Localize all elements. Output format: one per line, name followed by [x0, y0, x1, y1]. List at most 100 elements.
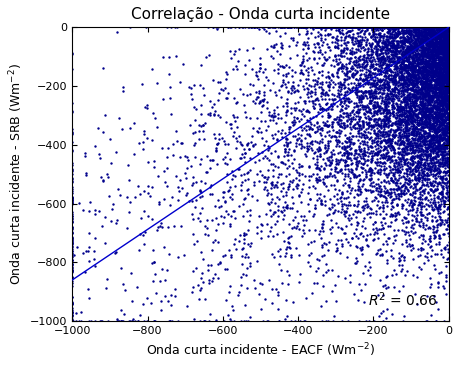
Point — [402, 27, 409, 33]
Point — [403, 86, 410, 92]
Point — [421, 25, 428, 30]
Point — [443, 87, 450, 93]
Point — [282, 204, 290, 210]
Point — [399, 104, 406, 110]
Point — [413, 25, 420, 30]
Point — [422, 253, 429, 259]
Point — [367, 43, 375, 49]
Point — [438, 25, 445, 30]
Point — [412, 68, 419, 74]
Point — [317, 177, 324, 183]
Point — [445, 102, 452, 108]
Point — [216, 90, 223, 96]
Point — [396, 103, 403, 109]
Point — [408, 35, 415, 41]
Point — [427, 25, 434, 30]
Point — [425, 25, 432, 30]
Point — [387, 200, 394, 206]
Point — [420, 25, 427, 30]
Point — [417, 111, 425, 117]
Point — [358, 130, 365, 136]
Point — [412, 25, 419, 30]
Point — [346, 110, 353, 116]
Point — [366, 75, 373, 81]
Point — [439, 25, 446, 30]
Point — [442, 25, 449, 30]
Point — [421, 25, 429, 30]
Point — [425, 76, 432, 82]
Point — [403, 94, 410, 100]
Point — [420, 25, 428, 30]
Point — [399, 202, 406, 208]
Point — [443, 25, 451, 30]
Point — [381, 144, 388, 150]
Point — [442, 116, 449, 122]
Point — [425, 120, 432, 126]
Point — [419, 25, 426, 30]
Point — [358, 189, 365, 195]
Point — [403, 166, 410, 172]
Point — [392, 43, 399, 49]
Point — [444, 26, 452, 31]
Point — [408, 86, 415, 92]
Point — [437, 210, 444, 216]
Point — [433, 25, 440, 30]
Point — [409, 25, 416, 30]
Point — [442, 25, 449, 30]
Point — [440, 140, 448, 146]
Point — [387, 141, 394, 146]
Point — [380, 44, 387, 50]
Point — [378, 46, 385, 52]
Point — [432, 76, 440, 82]
Point — [348, 167, 356, 173]
Point — [395, 54, 403, 60]
Point — [289, 87, 296, 93]
Point — [406, 34, 414, 40]
Point — [417, 64, 425, 70]
Point — [415, 60, 423, 66]
Point — [430, 25, 437, 30]
Point — [420, 38, 427, 44]
Point — [425, 45, 432, 51]
Point — [118, 318, 126, 324]
Point — [405, 25, 412, 30]
Point — [289, 177, 297, 183]
Point — [441, 44, 448, 50]
Point — [436, 25, 443, 30]
Point — [444, 25, 452, 30]
Point — [364, 67, 372, 73]
Point — [407, 25, 414, 30]
Point — [443, 93, 450, 99]
Point — [383, 25, 391, 30]
Point — [330, 25, 338, 30]
Point — [196, 218, 204, 224]
Point — [444, 25, 451, 30]
Point — [404, 188, 411, 194]
Point — [388, 76, 395, 82]
Point — [384, 36, 392, 41]
Point — [134, 183, 142, 188]
Point — [413, 25, 420, 30]
Point — [440, 112, 448, 118]
Point — [437, 108, 444, 114]
Point — [426, 25, 434, 30]
Point — [422, 26, 430, 31]
Point — [354, 208, 362, 213]
Point — [438, 112, 445, 118]
Point — [439, 25, 447, 30]
Point — [313, 25, 320, 30]
Point — [388, 40, 395, 46]
Point — [442, 57, 449, 63]
Point — [404, 25, 411, 30]
Point — [436, 90, 443, 96]
Point — [342, 148, 350, 154]
Point — [356, 61, 363, 67]
Point — [398, 25, 406, 30]
Point — [373, 100, 381, 106]
Point — [440, 25, 447, 30]
Point — [361, 80, 368, 86]
Point — [444, 89, 451, 95]
Point — [423, 121, 431, 127]
Point — [358, 25, 365, 30]
Point — [431, 153, 438, 158]
